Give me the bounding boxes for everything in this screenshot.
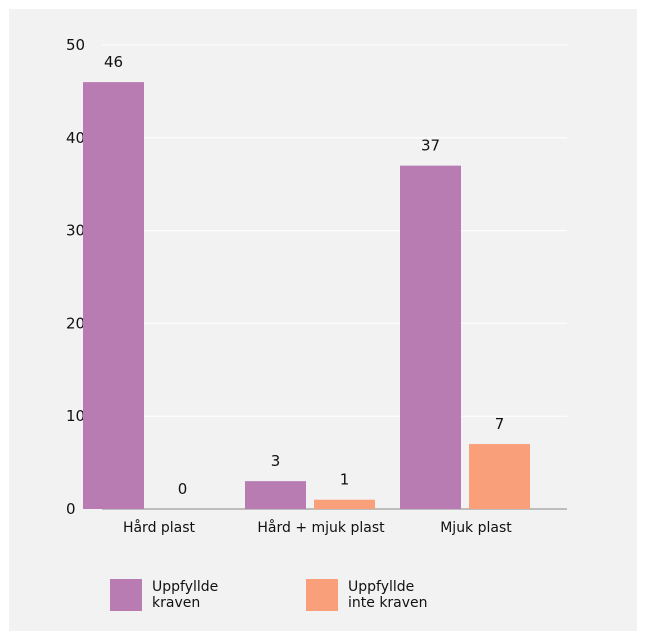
data-label: 46 bbox=[104, 53, 123, 71]
bar-1-1 bbox=[83, 82, 144, 510]
data-label: 1 bbox=[340, 471, 350, 489]
legend-label-line: kraven bbox=[152, 595, 201, 611]
legend-label-line: inte kraven bbox=[348, 595, 428, 611]
legend-swatch-series-1 bbox=[110, 579, 142, 611]
y-tick-label: 30 bbox=[66, 222, 85, 240]
bar-2-3 bbox=[469, 444, 530, 509]
legend-item-series-2: Uppfyllde inte kraven bbox=[306, 579, 428, 611]
legend-label-series-2: Uppfyllde inte kraven bbox=[348, 579, 428, 611]
legend-label-series-1: Uppfyllde kraven bbox=[152, 579, 218, 611]
legend-item-series-1: Uppfyllde kraven bbox=[110, 579, 218, 611]
chart-panel: 0 10 20 30 40 50 46 0 Hård plast 3 1 Hård + mjuk pl… bbox=[9, 9, 637, 631]
bar-2-2 bbox=[314, 499, 375, 509]
bar-chart: 0 10 20 30 40 50 46 0 Hård plast 3 1 Hård + mjuk pl… bbox=[66, 36, 567, 536]
legend-label-line: Uppfyllde bbox=[348, 579, 415, 595]
y-tick-label: 40 bbox=[66, 129, 85, 147]
y-tick-label: 50 bbox=[66, 36, 85, 54]
x-category-label: Mjuk plast bbox=[440, 520, 512, 536]
legend-swatch-series-2 bbox=[306, 579, 338, 611]
y-tick-label: 0 bbox=[66, 500, 76, 518]
x-category-label: Hård + mjuk plast bbox=[257, 519, 385, 536]
y-tick-label: 10 bbox=[66, 407, 85, 425]
bar-1-2 bbox=[245, 481, 306, 509]
data-label: 7 bbox=[495, 415, 505, 433]
bar-1-3 bbox=[400, 165, 461, 509]
data-label: 37 bbox=[421, 137, 440, 155]
y-tick-label: 20 bbox=[66, 314, 85, 332]
data-label: 0 bbox=[178, 480, 188, 498]
legend-label-line: Uppfyllde bbox=[152, 579, 219, 595]
data-label: 3 bbox=[271, 452, 281, 470]
x-category-label: Hård plast bbox=[123, 519, 196, 536]
